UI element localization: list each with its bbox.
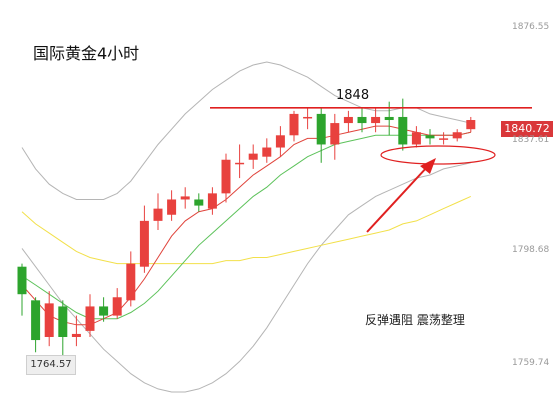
candle-body — [167, 199, 177, 215]
candle-body — [235, 162, 245, 165]
candle-body — [316, 113, 326, 145]
candle-body — [343, 116, 353, 124]
ma-fast-line — [21, 125, 471, 326]
candle-body — [85, 306, 95, 331]
annotations-overlay — [210, 106, 532, 233]
current-price-tag: 1840.72 — [501, 121, 553, 137]
candle-body — [58, 306, 68, 337]
candle-body — [112, 297, 122, 316]
candle-body — [180, 196, 190, 200]
upper-band-line — [21, 61, 471, 200]
trend-arrow-shaft — [366, 165, 429, 233]
candle-body — [452, 132, 462, 139]
bollinger-bands — [21, 61, 471, 393]
candle-body — [248, 153, 258, 160]
chart-title: 国际黄金4小时 — [33, 44, 140, 63]
candle-body — [439, 138, 449, 140]
candle-body — [139, 220, 149, 267]
candle-body — [262, 147, 272, 157]
lower-band-line — [21, 162, 471, 393]
candles — [17, 98, 476, 359]
candle-body — [384, 116, 394, 121]
ma-long-line — [21, 195, 472, 265]
candle-body — [126, 263, 136, 301]
candle-body — [99, 306, 109, 316]
trend-arrow-head — [420, 158, 436, 174]
candle-body — [153, 208, 163, 221]
candle-body — [207, 193, 217, 209]
candle-body — [31, 300, 41, 341]
resistance-label: 1848 — [336, 88, 370, 103]
candle-body — [194, 199, 204, 206]
low-marker-label: 1764.57 — [26, 355, 76, 375]
chart-annotation: 反弹遇阻 震荡整理 — [365, 313, 465, 327]
candle-body — [330, 123, 340, 145]
candle-body — [411, 132, 421, 145]
candle-body — [425, 135, 435, 139]
consolidation-ellipse — [380, 145, 496, 165]
moving-averages — [21, 125, 472, 326]
y-tick-label: 1876.55 — [512, 22, 550, 32]
candle-body — [17, 266, 27, 295]
candle-body — [466, 120, 476, 130]
candle-body — [221, 159, 231, 194]
candle-body — [357, 116, 367, 124]
candle-body — [289, 113, 299, 136]
candle-body — [398, 116, 408, 145]
y-tick-label: 1759.74 — [512, 358, 550, 368]
y-tick-label: 1798.68 — [512, 245, 550, 255]
candle-body — [44, 303, 54, 337]
candle-body — [303, 116, 313, 119]
candle-body — [71, 333, 81, 337]
y-tick-label: 1837.61 — [512, 135, 550, 145]
candle-body — [275, 135, 285, 148]
ma-slow-line — [21, 131, 471, 320]
candle-body — [371, 116, 381, 124]
